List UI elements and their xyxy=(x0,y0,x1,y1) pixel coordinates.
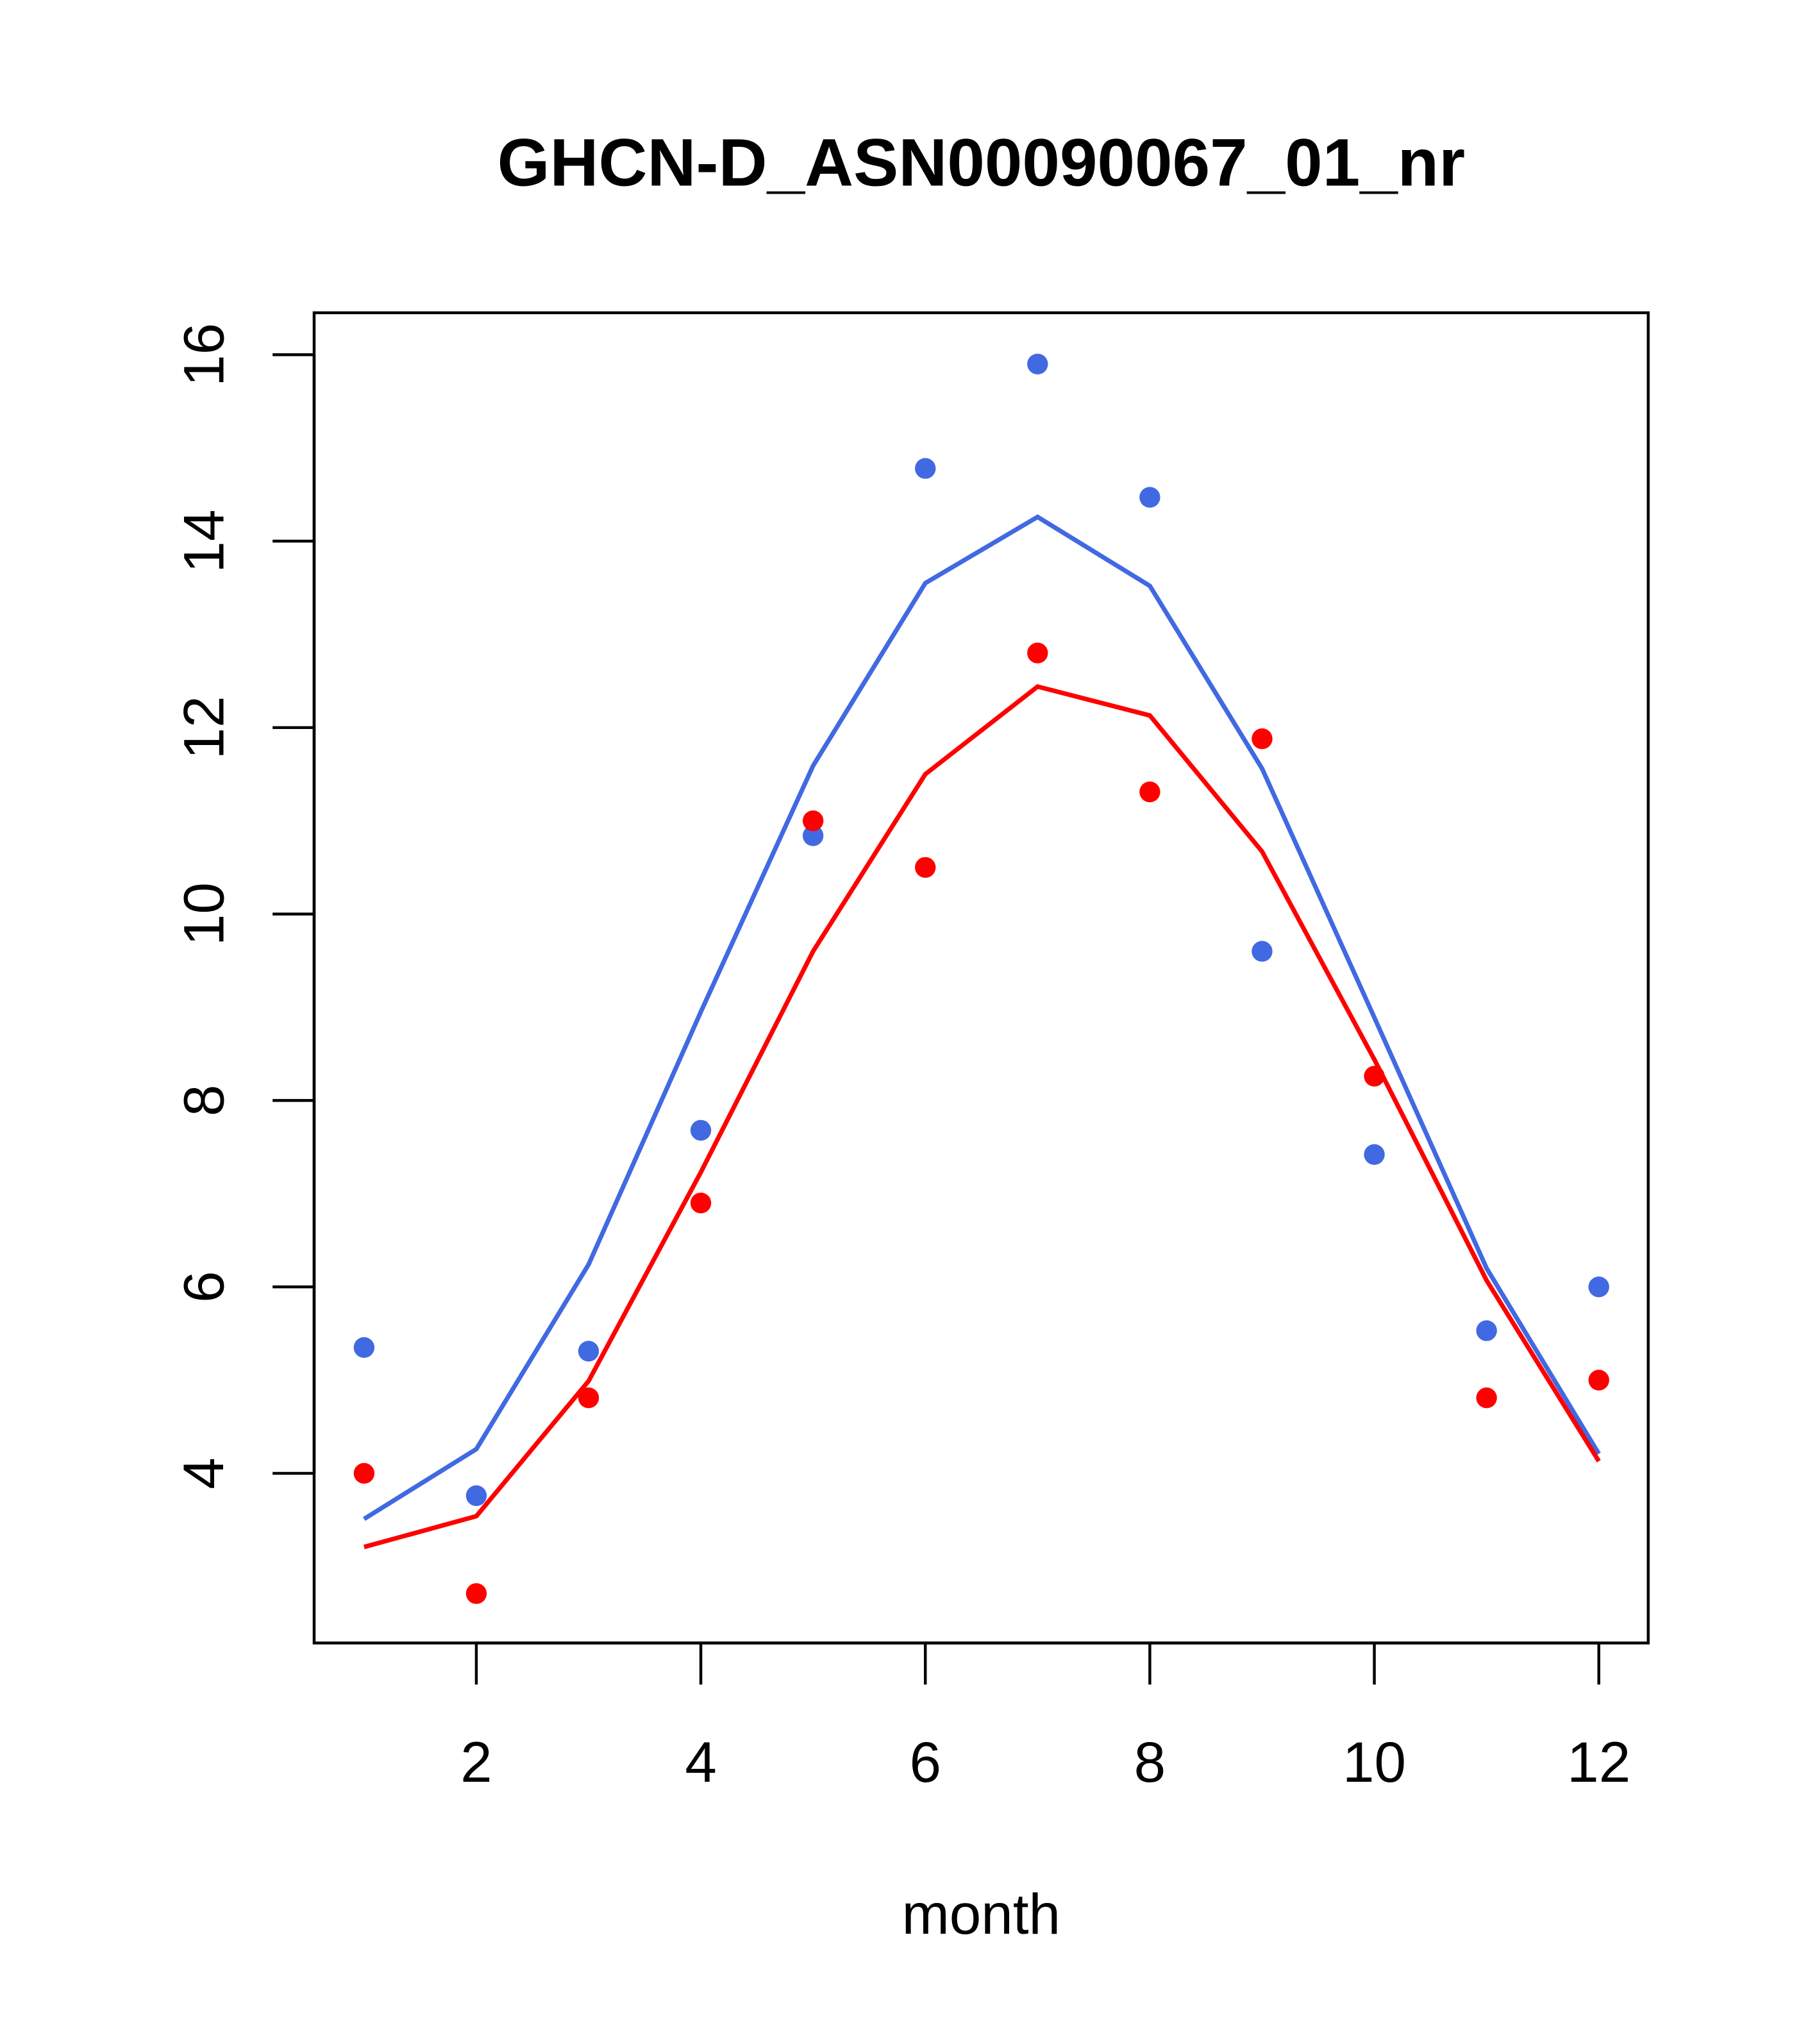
x-axis: 2 4 6 8 10 12 xyxy=(460,1641,1630,1794)
red-line xyxy=(363,683,1601,1550)
red-point xyxy=(1588,1370,1609,1391)
blue-point xyxy=(802,825,824,846)
red-point xyxy=(802,810,824,832)
blue-point xyxy=(1139,487,1160,508)
blue-point xyxy=(1476,1320,1497,1341)
blue-point xyxy=(690,1119,712,1141)
blue-point xyxy=(578,1341,599,1362)
blue-line xyxy=(362,514,1601,1521)
red-point xyxy=(1476,1387,1497,1409)
blue-point xyxy=(1252,941,1273,962)
blue-point xyxy=(1364,1144,1385,1165)
chart-title: GHCN-D_ASN00090067_01_nr xyxy=(498,125,1465,200)
x-tick-label: 10 xyxy=(1343,1730,1406,1794)
x-tick-label: 2 xyxy=(460,1730,492,1794)
red-point xyxy=(1364,1066,1385,1087)
red-point xyxy=(465,1583,487,1604)
blue-point xyxy=(353,1337,375,1358)
red-point xyxy=(690,1193,712,1214)
y-tick-label: 8 xyxy=(171,1085,235,1117)
y-axis: 4 6 8 10 12 14 16 xyxy=(171,323,316,1489)
blue-point xyxy=(1027,353,1048,374)
series-lines xyxy=(362,514,1601,1550)
x-axis-label: month xyxy=(902,1882,1061,1946)
red-point xyxy=(1139,781,1160,803)
blue-point xyxy=(915,458,936,479)
series-points xyxy=(353,353,1609,1604)
red-point xyxy=(353,1462,375,1484)
y-tick-label: 12 xyxy=(171,696,235,759)
y-tick-label: 6 xyxy=(171,1271,235,1303)
red-point xyxy=(1252,728,1273,750)
blue-point xyxy=(1588,1276,1609,1298)
y-tick-label: 10 xyxy=(171,882,235,946)
x-tick-label: 12 xyxy=(1567,1730,1630,1794)
y-tick-label: 16 xyxy=(171,323,235,387)
red-point xyxy=(915,857,936,878)
x-tick-label: 6 xyxy=(909,1730,941,1794)
x-tick-label: 4 xyxy=(685,1730,717,1794)
x-tick-label: 8 xyxy=(1134,1730,1166,1794)
plot-frame xyxy=(312,311,1650,1645)
red-point xyxy=(1027,642,1048,664)
blue-point xyxy=(465,1485,487,1507)
red-point xyxy=(578,1387,599,1409)
y-tick-label: 14 xyxy=(171,509,235,573)
y-tick-label: 4 xyxy=(171,1457,235,1489)
